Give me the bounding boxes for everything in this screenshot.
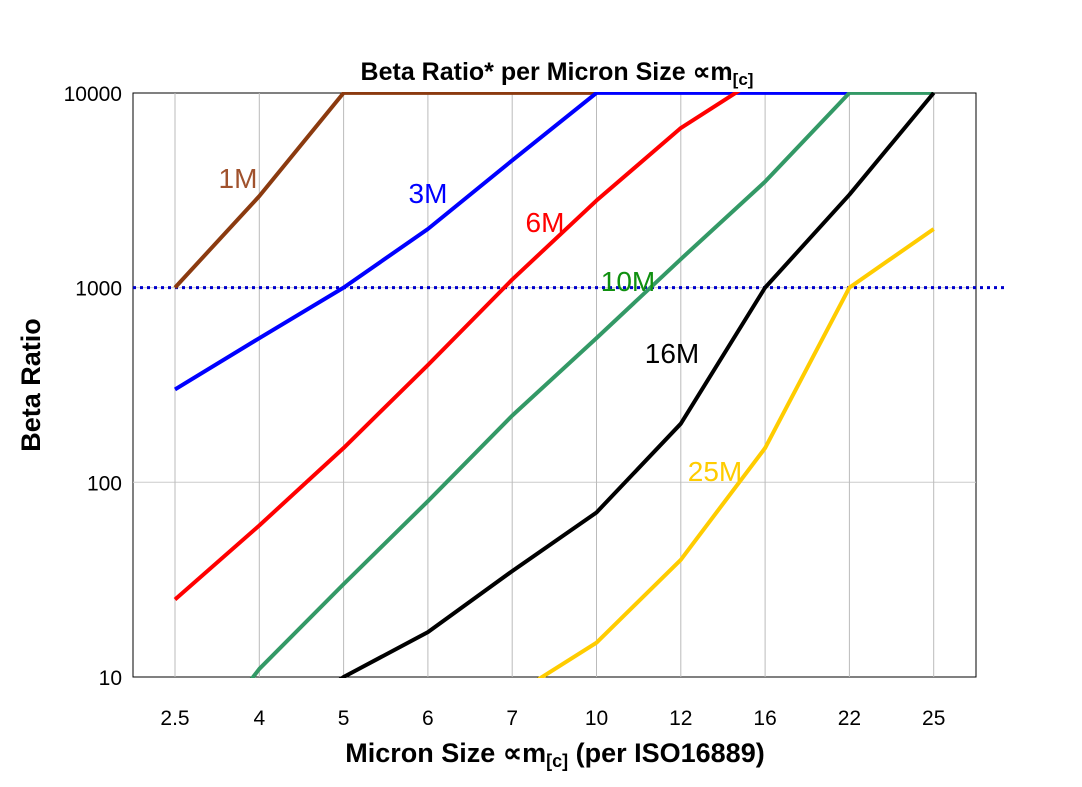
x-tick-label: 12 xyxy=(669,707,692,730)
chart-title: Beta Ratio* per Micron Size ∝m[c] xyxy=(361,58,754,89)
x-tick-label: 22 xyxy=(838,707,861,730)
y-tick-label: 100 xyxy=(87,472,122,495)
x-tick-label: 5 xyxy=(338,707,350,730)
x-tick-label: 7 xyxy=(506,707,518,730)
series-label-25M: 25M xyxy=(688,456,742,487)
y-tick-label: 10000 xyxy=(64,83,122,106)
x-axis-label: Micron Size ∝m[c] (per ISO16889) xyxy=(345,738,764,771)
x-tick-label: 2.5 xyxy=(160,707,189,730)
x-tick-label: 4 xyxy=(253,707,265,730)
y-tick-label: 10 xyxy=(99,667,122,690)
series-label-6M: 6M xyxy=(526,207,565,238)
x-tick-label: 16 xyxy=(753,707,776,730)
x-tick-label: 6 xyxy=(422,707,434,730)
x-tick-label: 25 xyxy=(922,707,945,730)
y-tick-label: 1000 xyxy=(75,278,122,301)
series-line-10M xyxy=(175,93,934,779)
series-label-3M: 3M xyxy=(409,178,448,209)
series-label-16M: 16M xyxy=(645,338,699,369)
series-label-1M: 1M xyxy=(219,163,258,194)
x-tick-label: 10 xyxy=(585,707,608,730)
y-axis-label: Beta Ratio xyxy=(16,318,46,452)
series-label-10M: 10M xyxy=(601,266,655,297)
